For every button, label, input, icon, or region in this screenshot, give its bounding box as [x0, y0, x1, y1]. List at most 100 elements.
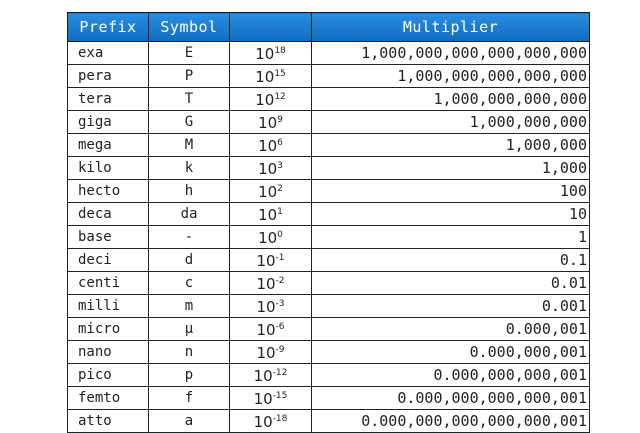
exponent-cell: 10-3 — [229, 294, 312, 318]
symbol-cell: P — [148, 64, 230, 88]
power-base: 10 — [256, 275, 276, 293]
table-row: centi c 10-2 0.01 — [67, 271, 590, 295]
table-row: atto a 10-18 0.000,000,000,000,000,001 — [67, 409, 590, 433]
power-base: 10 — [256, 344, 276, 362]
symbol-cell: E — [148, 41, 230, 65]
header-symbol: Symbol — [148, 12, 230, 42]
prefix-cell: mega — [67, 133, 149, 157]
prefix-cell: exa — [67, 41, 149, 65]
power-base: 10 — [258, 206, 278, 224]
power-base: 10 — [256, 321, 276, 339]
power-exponent: -6 — [275, 322, 285, 332]
symbol-cell: f — [148, 386, 230, 410]
multiplier-cell: 0.01 — [311, 271, 590, 295]
prefix-cell: pico — [67, 363, 149, 387]
prefix-cell: micro — [67, 317, 149, 341]
symbol-cell: m — [148, 294, 230, 318]
multiplier-cell: 1,000,000,000 — [311, 110, 590, 134]
power-base: 10 — [253, 390, 273, 408]
power-exponent: -9 — [275, 345, 285, 355]
table-row: nano n 10-9 0.000,000,001 — [67, 340, 590, 364]
exponent-cell: 10-12 — [229, 363, 312, 387]
power-base: 10 — [255, 68, 275, 86]
power-exponent: 3 — [277, 161, 283, 171]
table-row: micro µ 10-6 0.000,001 — [67, 317, 590, 341]
power-exponent: 18 — [274, 46, 286, 56]
exponent-cell: 101 — [229, 202, 312, 226]
header-prefix: Prefix — [67, 12, 149, 42]
power-exponent: -15 — [272, 391, 288, 401]
power-exponent: 12 — [274, 92, 286, 102]
table-row: pera P 1015 1,000,000,000,000,000 — [67, 64, 590, 88]
exponent-cell: 10-18 — [229, 409, 312, 433]
exponent-cell: 10-6 — [229, 317, 312, 341]
table-row: milli m 10-3 0.001 — [67, 294, 590, 318]
power-exponent: -3 — [275, 299, 285, 309]
prefix-cell: centi — [67, 271, 149, 295]
symbol-cell: T — [148, 87, 230, 111]
multiplier-cell: 0.000,001 — [311, 317, 590, 341]
symbol-cell: k — [148, 156, 230, 180]
prefix-cell: giga — [67, 110, 149, 134]
power-base: 10 — [256, 298, 276, 316]
table-row: pico p 10-12 0.000,000,000,001 — [67, 363, 590, 387]
power-base: 10 — [258, 229, 278, 247]
multiplier-cell: 100 — [311, 179, 590, 203]
prefix-cell: nano — [67, 340, 149, 364]
multiplier-cell: 10 — [311, 202, 590, 226]
table-row: giga G 109 1,000,000,000 — [67, 110, 590, 134]
multiplier-cell: 1 — [311, 225, 590, 249]
table-row: exa E 1018 1,000,000,000,000,000,000 — [67, 41, 590, 65]
si-prefix-table: Prefix Symbol Multiplier exa E 1018 1,00… — [67, 12, 590, 433]
symbol-cell: h — [148, 179, 230, 203]
symbol-cell: c — [148, 271, 230, 295]
exponent-cell: 10-15 — [229, 386, 312, 410]
power-exponent: 1 — [277, 207, 283, 217]
symbol-cell: µ — [148, 317, 230, 341]
prefix-cell: hecto — [67, 179, 149, 203]
power-base: 10 — [255, 45, 275, 63]
power-exponent: 2 — [277, 184, 283, 194]
prefix-cell: kilo — [67, 156, 149, 180]
power-exponent: -1 — [275, 253, 285, 263]
table-row: femto f 10-15 0.000,000,000,000,001 — [67, 386, 590, 410]
exponent-cell: 109 — [229, 110, 312, 134]
table-row: deca da 101 10 — [67, 202, 590, 226]
power-base: 10 — [253, 367, 273, 385]
table-row: kilo k 103 1,000 — [67, 156, 590, 180]
power-exponent: -18 — [272, 414, 288, 424]
multiplier-cell: 0.1 — [311, 248, 590, 272]
multiplier-cell: 0.000,000,001 — [311, 340, 590, 364]
exponent-cell: 1018 — [229, 41, 312, 65]
exponent-cell: 1015 — [229, 64, 312, 88]
exponent-cell: 100 — [229, 225, 312, 249]
power-base: 10 — [255, 91, 275, 109]
power-exponent: 0 — [277, 230, 283, 240]
power-exponent: -2 — [275, 276, 285, 286]
symbol-cell: n — [148, 340, 230, 364]
power-base: 10 — [258, 183, 278, 201]
symbol-cell: G — [148, 110, 230, 134]
table-row: tera T 1012 1,000,000,000,000 — [67, 87, 590, 111]
table-row: base - 100 1 — [67, 225, 590, 249]
prefix-cell: milli — [67, 294, 149, 318]
symbol-cell: M — [148, 133, 230, 157]
power-base: 10 — [258, 114, 278, 132]
prefix-cell: femto — [67, 386, 149, 410]
multiplier-cell: 1,000 — [311, 156, 590, 180]
exponent-cell: 103 — [229, 156, 312, 180]
table-row: deci d 10-1 0.1 — [67, 248, 590, 272]
power-exponent: 6 — [277, 138, 283, 148]
header-multiplier: Multiplier — [311, 12, 590, 42]
power-base: 10 — [253, 413, 273, 431]
header-row: Prefix Symbol Multiplier — [67, 12, 590, 42]
power-exponent: 9 — [277, 115, 283, 125]
exponent-cell: 106 — [229, 133, 312, 157]
multiplier-cell: 1,000,000,000,000,000 — [311, 64, 590, 88]
multiplier-cell: 0.001 — [311, 294, 590, 318]
symbol-cell: a — [148, 409, 230, 433]
exponent-cell: 10-2 — [229, 271, 312, 295]
power-exponent: 15 — [274, 69, 286, 79]
prefix-cell: atto — [67, 409, 149, 433]
multiplier-cell: 0.000,000,000,000,000,001 — [311, 409, 590, 433]
